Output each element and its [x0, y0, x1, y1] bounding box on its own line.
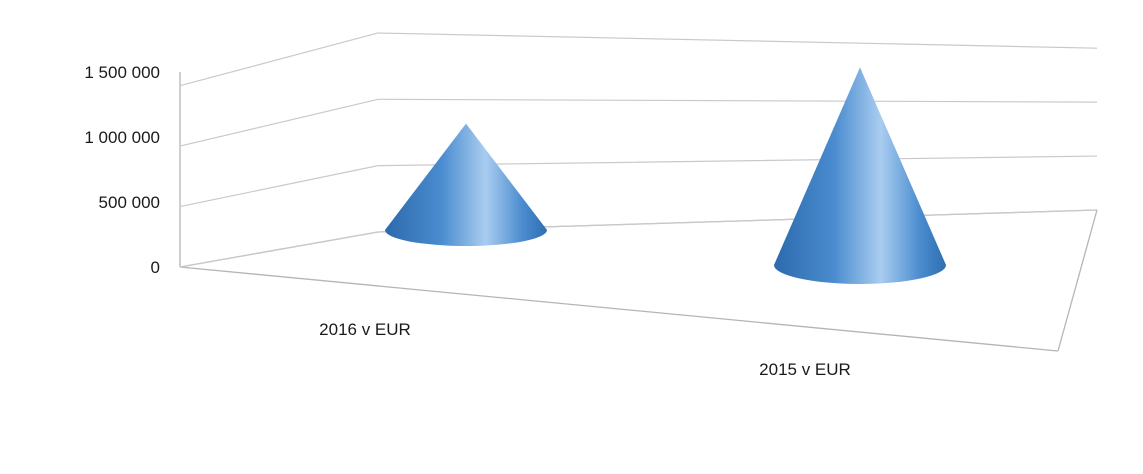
gridline [179, 98, 1098, 147]
cone-bar [385, 123, 547, 246]
y-axis-ticks: 0 500 000 1 000 000 1 500 000 [84, 63, 160, 277]
cones [385, 67, 946, 285]
cone-body [774, 67, 946, 285]
cone-body [385, 123, 547, 246]
gridlines [179, 32, 1098, 268]
y-tick-label: 1 000 000 [84, 128, 160, 147]
gridline [179, 209, 1098, 268]
y-tick-label: 0 [151, 258, 160, 277]
category-label: 2015 v EUR [759, 360, 851, 379]
y-tick-label: 500 000 [99, 193, 160, 212]
y-tick-label: 1 500 000 [84, 63, 160, 82]
cone-bar [774, 67, 946, 285]
category-labels: 2016 v EUR 2015 v EUR [319, 320, 851, 379]
category-label: 2016 v EUR [319, 320, 411, 339]
gridline [179, 32, 1098, 87]
gridline [179, 155, 1098, 208]
